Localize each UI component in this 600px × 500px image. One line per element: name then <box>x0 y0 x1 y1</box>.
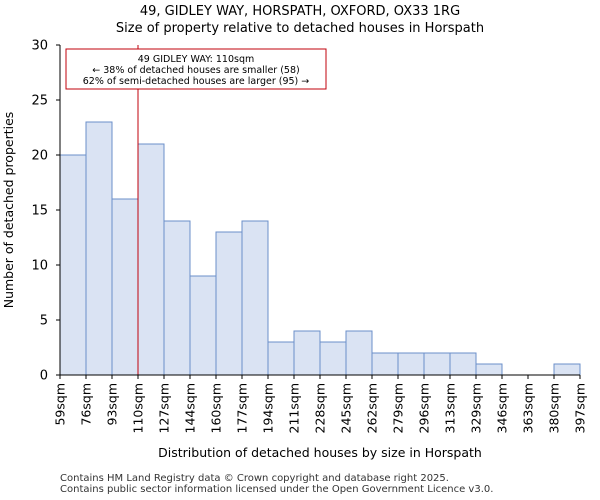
bar-177sqm <box>241 220 269 376</box>
annotation-box: 49 GIDLEY WAY: 110sqm ← 38% of detached … <box>65 48 327 90</box>
annotation-border <box>65 48 327 90</box>
y-tick-label: 5 <box>40 314 48 329</box>
bar-296sqm <box>423 352 451 376</box>
x-tick-label: 160sqm <box>209 383 224 433</box>
x-tick-label: 380sqm <box>547 383 562 433</box>
y-axis-label: Number of detached properties <box>1 112 16 309</box>
x-ticks-group: 59sqm 76sqm 93sqm 110sqm 127sqm 144sqm 160sqm 1… <box>53 375 588 433</box>
x-tick-label: 397sqm <box>573 383 588 433</box>
bar-228sqm <box>319 341 347 376</box>
x-tick-label: 262sqm <box>365 383 380 433</box>
x-tick-label: 59sqm <box>53 383 68 426</box>
x-tick-label: 177sqm <box>235 383 250 433</box>
x-tick-label: 329sqm <box>469 383 484 433</box>
chart-title: 49, GIDLEY WAY, HORSPATH, OXFORD, OX33 1… <box>139 4 461 19</box>
bar-127sqm <box>163 220 191 376</box>
x-tick-label: 346sqm <box>495 383 510 433</box>
y-tick-label: 0 <box>40 369 48 384</box>
x-tick-label: 93sqm <box>105 383 120 426</box>
bar-76sqm <box>85 121 113 376</box>
y-tick-label: 10 <box>31 259 48 274</box>
footer-line-2: Contains public sector information licen… <box>60 484 494 495</box>
x-tick-label: 211sqm <box>287 383 302 433</box>
x-tick-label: 194sqm <box>261 383 276 433</box>
x-tick-label: 127sqm <box>157 383 172 433</box>
x-tick-label: 296sqm <box>417 383 432 433</box>
x-tick-label: 363sqm <box>521 383 536 433</box>
bar-160sqm <box>215 231 243 376</box>
x-tick-label: 279sqm <box>391 383 406 433</box>
y-tick-label: 15 <box>31 204 48 219</box>
bar-194sqm <box>267 341 295 376</box>
annotation-line-1: 49 GIDLEY WAY: 110sqm <box>138 54 254 65</box>
bar-279sqm <box>397 352 425 376</box>
bar-59sqm <box>59 154 87 376</box>
y-tick-label: 30 <box>31 39 48 54</box>
x-tick-label: 228sqm <box>313 383 328 433</box>
bars-group <box>59 121 581 376</box>
x-tick-label: 144sqm <box>183 383 198 433</box>
bar-313sqm <box>449 352 477 376</box>
annotation-line-2: ← 38% of detached houses are smaller (58… <box>92 65 299 76</box>
x-axis-label: Distribution of detached houses by size … <box>158 445 482 460</box>
y-tick-label: 25 <box>31 94 48 109</box>
bar-380sqm <box>553 363 581 376</box>
footer-line-1: Contains HM Land Registry data © Crown c… <box>60 473 449 484</box>
x-tick-label: 313sqm <box>443 383 458 433</box>
bar-110sqm <box>137 143 165 376</box>
y-tick-label: 20 <box>31 149 48 164</box>
y-ticks-group: 0 5 10 15 20 25 30 <box>31 39 60 384</box>
bar-211sqm <box>293 330 321 376</box>
chart-subtitle: Size of property relative to detached ho… <box>115 21 485 36</box>
bar-93sqm <box>111 198 139 376</box>
bar-262sqm <box>371 352 399 376</box>
x-tick-label: 245sqm <box>339 383 354 433</box>
bar-329sqm <box>475 363 503 376</box>
x-tick-label: 110sqm <box>131 383 146 433</box>
x-tick-label: 76sqm <box>79 383 94 426</box>
bar-245sqm <box>345 330 373 376</box>
annotation-line-3: 62% of semi-detached houses are larger (… <box>83 76 310 87</box>
bar-144sqm <box>189 275 217 376</box>
